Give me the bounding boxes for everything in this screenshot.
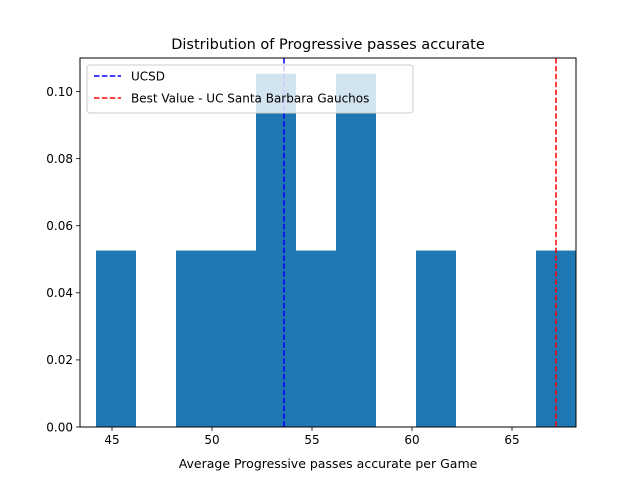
histogram-bar: [336, 73, 376, 428]
reference-lines-group: [283, 58, 557, 427]
y-tick-label: 0.02: [46, 353, 73, 367]
y-axis-ticks: 0.00 0.02 0.04 0.06 0.08 0.10: [46, 85, 80, 434]
x-tick-label: 55: [304, 433, 319, 447]
histogram-bar: [256, 73, 296, 428]
legend-box: [86, 64, 414, 114]
plot-frame: [79, 57, 577, 428]
y-tick-label: 0.10: [46, 85, 73, 99]
bars-group: [96, 73, 576, 428]
chart-title: Distribution of Progressive passes accur…: [171, 37, 485, 53]
legend: UCSD Best Value - UC Santa Barbara Gaucho…: [86, 64, 414, 114]
histogram-bar: [216, 250, 256, 427]
x-axis-label: Average Progressive passes accurate per …: [179, 456, 478, 471]
histogram-bar: [176, 250, 216, 427]
histogram-bar: [296, 250, 336, 427]
x-tick-label: 60: [404, 433, 419, 447]
histogram-bar: [416, 250, 456, 427]
legend-label: UCSD: [131, 70, 165, 84]
y-tick-label: 0.04: [46, 286, 73, 300]
x-tick-label: 65: [504, 433, 519, 447]
y-tick-label: 0.00: [46, 420, 73, 434]
x-axis-ticks: 45 50 55 60 65: [104, 427, 520, 447]
x-tick-label: 45: [104, 433, 119, 447]
legend-label: Best Value - UC Santa Barbara Gauchos: [131, 92, 369, 106]
histogram-bar: [96, 250, 136, 427]
y-tick-label: 0.08: [46, 152, 73, 166]
x-tick-label: 50: [204, 433, 219, 447]
y-tick-label: 0.06: [46, 219, 73, 233]
